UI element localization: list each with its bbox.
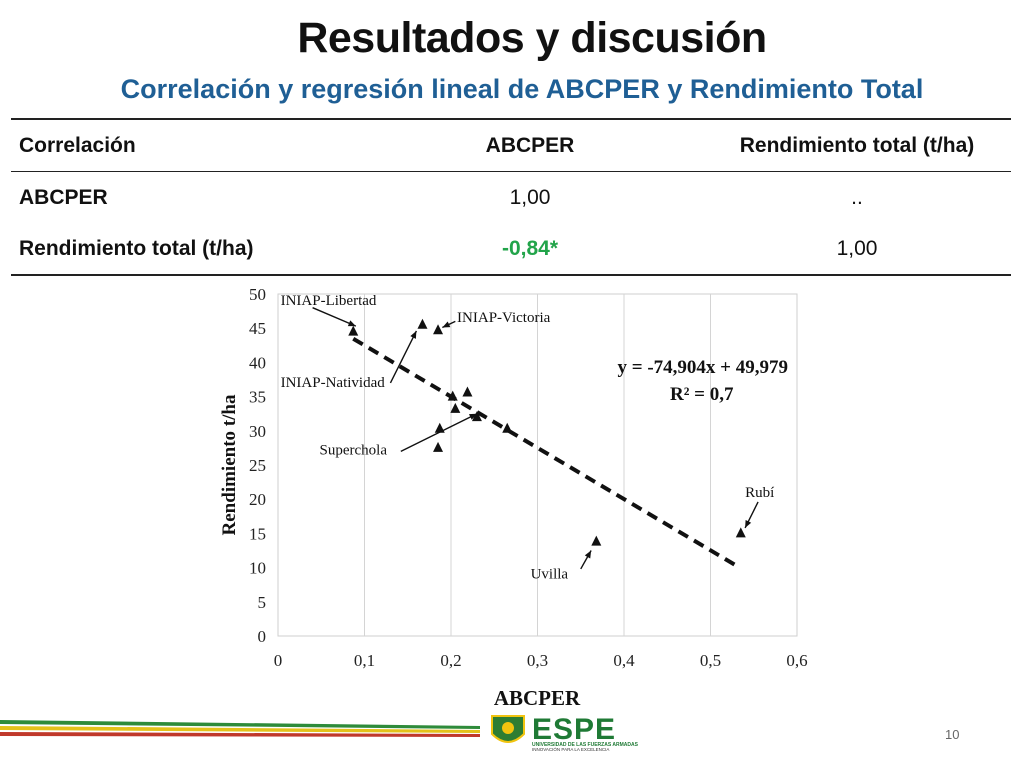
table-cell: .. <box>851 185 863 209</box>
x-tick-label: 0,4 <box>613 651 635 670</box>
y-axis-label: Rendimiento t/ha <box>219 394 240 535</box>
x-tick-label: 0,6 <box>786 651 807 670</box>
espe-logo: ESPE UNIVERSIDAD DE LAS FUERZAS ARMADAS … <box>491 713 639 752</box>
y-tick-label: 10 <box>249 559 266 578</box>
logo-line1: UNIVERSIDAD DE LAS FUERZAS ARMADAS <box>532 742 639 748</box>
table-cell: Rendimiento total (t/ha) <box>19 236 254 260</box>
table-cell: 1,00 <box>509 185 551 209</box>
regression-equation: y = -74,904x + 49,979 <box>618 357 788 378</box>
y-tick-label: 20 <box>249 490 266 509</box>
annotation-label: INIAP-Natividad <box>281 375 386 391</box>
y-tick-label: 50 <box>249 285 266 304</box>
arrow-head-icon <box>347 320 356 327</box>
data-point-triangle <box>433 324 444 335</box>
page-number: 10 <box>945 727 960 742</box>
x-tick-label: 0,1 <box>354 651 375 670</box>
data-point-triangle <box>447 390 458 401</box>
correlation-table: Correlación ABCPER Rendimiento total (t/… <box>11 118 1011 276</box>
table-header-row: Correlación ABCPER Rendimiento total (t/… <box>11 119 1011 172</box>
data-point-triangle <box>591 535 602 546</box>
arrow-head-icon <box>745 519 752 528</box>
data-point-triangle <box>462 386 473 397</box>
data-point-triangle <box>471 411 482 422</box>
annotations: INIAP-Libertad INIAP-Victoria INIAP-Nativi… <box>281 293 775 583</box>
annotation-label: INIAP-Libertad <box>281 293 377 309</box>
arrow-head-icon <box>442 321 451 328</box>
table-row: ABCPER 1,00 .. <box>11 172 1011 224</box>
table-header: Correlación <box>19 133 136 157</box>
data-point-triangle <box>502 422 513 433</box>
table-cell: 1,00 <box>836 236 878 260</box>
x-tick-label: 0,5 <box>700 651 721 670</box>
arrow-head-icon <box>584 550 592 559</box>
y-tick-label: 45 <box>249 319 266 338</box>
annotation-label: Rubí <box>745 485 774 501</box>
x-axis-label: ABCPER <box>494 686 581 710</box>
annotation-arrow-line <box>389 330 418 384</box>
logo-line2: INNOVACIÓN PARA LA EXCELENCIA <box>532 746 609 752</box>
x-tick-label: 0 <box>274 651 283 670</box>
x-tick-label: 0,3 <box>527 651 548 670</box>
data-point-triangle <box>450 402 461 413</box>
scatter-chart: 0 5 10 15 20 25 30 35 40 45 50 0 0,1 0,2 0,3 0,4 0,5 0,6… <box>219 285 808 710</box>
table-row: Rendimiento total (t/ha) -0,84* 1,00 <box>11 223 1011 275</box>
slide-title: Resultados y discusión <box>297 14 767 62</box>
annotation-label: Superchola <box>320 443 388 459</box>
y-tick-labels: 0 5 10 15 20 25 30 35 40 45 50 <box>249 285 266 646</box>
data-point-triangle <box>433 441 444 452</box>
y-tick-label: 15 <box>249 524 266 543</box>
data-points <box>348 318 746 546</box>
data-point-triangle <box>348 325 359 336</box>
footer-stripes <box>0 720 480 737</box>
x-tick-labels: 0 0,1 0,2 0,3 0,4 0,5 0,6 <box>274 651 808 670</box>
data-point-triangle <box>417 318 428 329</box>
y-tick-label: 30 <box>249 422 266 441</box>
gridlines <box>364 294 711 636</box>
slide-subtitle: Correlación y regresión lineal de ABCPER… <box>120 74 924 104</box>
r-squared-label: R² = 0,7 <box>670 384 734 405</box>
logo-name: ESPE <box>532 713 616 746</box>
y-tick-label: 35 <box>249 388 266 407</box>
x-tick-label: 0,2 <box>440 651 461 670</box>
y-tick-label: 25 <box>249 456 266 475</box>
annotation-label: Uvilla <box>531 567 569 583</box>
data-point-triangle <box>735 527 746 538</box>
correlation-value-highlight: -0,84* <box>501 236 559 260</box>
table-header: ABCPER <box>485 133 575 157</box>
arrow-head-icon <box>410 330 417 339</box>
table-cell: ABCPER <box>19 185 108 209</box>
regression-line <box>352 336 741 569</box>
annotation-label: INIAP-Victoria <box>457 310 551 326</box>
annotation-arrow-line <box>312 307 357 327</box>
table-header: Rendimiento total (t/ha) <box>739 133 975 157</box>
y-tick-label: 5 <box>258 593 267 612</box>
y-tick-label: 40 <box>249 353 266 372</box>
y-tick-label: 0 <box>258 627 267 646</box>
data-point-triangle <box>434 422 445 433</box>
